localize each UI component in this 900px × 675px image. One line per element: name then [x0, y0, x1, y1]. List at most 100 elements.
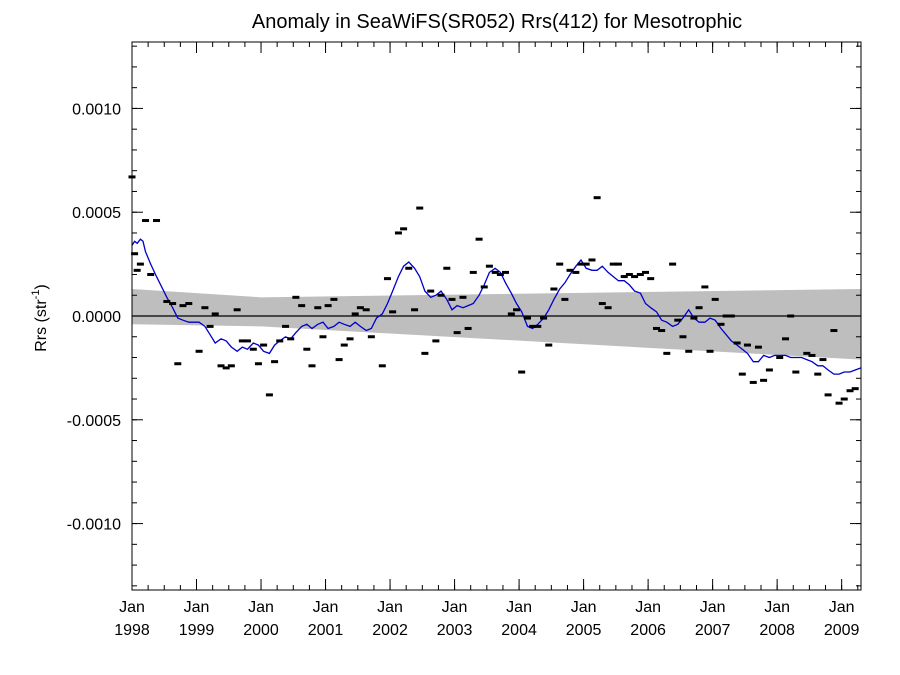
anomaly-point	[674, 318, 682, 322]
anomaly-point	[314, 306, 322, 310]
anomaly-point	[249, 347, 257, 351]
anomaly-point	[835, 401, 843, 405]
x-tick-year: 2003	[437, 622, 473, 639]
anomaly-point	[604, 306, 612, 310]
anomaly-point	[669, 262, 677, 266]
anomaly-point	[642, 270, 650, 274]
anomaly-point	[480, 285, 488, 289]
anomaly-point	[808, 353, 816, 357]
anomaly-point	[282, 324, 290, 328]
anomaly-point	[776, 356, 784, 360]
anomaly-point	[507, 312, 515, 316]
anomaly-point	[432, 339, 440, 343]
anomaly-point	[830, 329, 838, 333]
anomaly-point	[254, 362, 262, 366]
anomaly-point	[685, 349, 693, 353]
x-tick-year: 2007	[695, 622, 731, 639]
anomaly-point	[609, 262, 617, 266]
anomaly-point	[227, 364, 235, 368]
anomaly-point	[819, 358, 827, 362]
anomaly-point	[340, 343, 348, 347]
anomaly-point	[367, 335, 375, 339]
anomaly-point	[195, 349, 203, 353]
running-mean-line	[131, 238, 862, 375]
anomaly-point	[614, 262, 622, 266]
anomaly-point	[427, 289, 435, 293]
x-tick-year: 2009	[824, 622, 860, 639]
anomaly-point	[550, 287, 558, 291]
anomaly-point	[416, 206, 424, 210]
anomaly-point	[346, 337, 354, 341]
anomaly-point	[733, 341, 741, 345]
anomaly-point	[308, 364, 316, 368]
x-tick-year: 1999	[179, 622, 215, 639]
anomaly-point	[787, 314, 795, 318]
anomaly-point	[760, 378, 768, 382]
anomaly-points-layer	[128, 175, 859, 405]
anomaly-point	[319, 335, 327, 339]
x-tick-year: 2004	[501, 622, 537, 639]
anomaly-point	[738, 372, 746, 376]
anomaly-point	[335, 358, 343, 362]
anomaly-point	[265, 393, 273, 397]
anomaly-point	[529, 324, 537, 328]
anomaly-point	[179, 304, 187, 308]
anomaly-point	[185, 302, 193, 306]
anomaly-point	[394, 231, 402, 235]
anomaly-point	[561, 297, 569, 301]
x-tick-month: Jan	[313, 599, 339, 616]
x-tick-month: Jan	[119, 599, 145, 616]
anomaly-point	[136, 262, 144, 266]
anomaly-point	[233, 308, 241, 312]
anomaly-point	[706, 349, 714, 353]
anomaly-point	[292, 295, 300, 299]
anomaly-point	[469, 270, 477, 274]
x-tick-month: Jan	[571, 599, 597, 616]
anomaly-point	[727, 314, 735, 318]
anomaly-point	[512, 308, 520, 312]
anomaly-point	[174, 362, 182, 366]
anomaly-point	[459, 295, 467, 299]
anomaly-point	[448, 297, 456, 301]
anomaly-point	[803, 351, 811, 355]
anomaly-point	[743, 343, 751, 347]
anomaly-point	[593, 196, 601, 200]
y-axis-label-close: )	[33, 284, 50, 289]
anomaly-point	[411, 308, 419, 312]
anomaly-point	[217, 364, 225, 368]
anomaly-point	[502, 270, 510, 274]
anomaly-point	[496, 272, 504, 276]
anomaly-point	[690, 316, 698, 320]
anomaly-point	[421, 351, 429, 355]
anomaly-point	[389, 310, 397, 314]
anomaly-point	[663, 351, 671, 355]
anomaly-point	[782, 337, 790, 341]
x-tick-year: 2005	[566, 622, 602, 639]
anomaly-point	[582, 262, 590, 266]
x-tick-year: 2006	[630, 622, 666, 639]
anomaly-point	[792, 370, 800, 374]
anomaly-point	[169, 302, 177, 306]
anomaly-point	[324, 304, 332, 308]
x-tick-year: 1998	[114, 622, 150, 639]
anomaly-point	[679, 335, 687, 339]
anomaly-point	[846, 389, 854, 393]
x-tick-labels: Jan 1998 Jan 1999 Jan 2000 Jan 2001 Jan 2002 Jan 20…	[114, 599, 859, 639]
anomaly-point	[625, 272, 633, 276]
x-tick-month: Jan	[442, 599, 468, 616]
anomaly-point	[464, 326, 472, 330]
anomaly-point	[765, 368, 773, 372]
anomaly-point	[647, 277, 655, 281]
anomaly-point	[147, 272, 155, 276]
uncertainty-band	[132, 289, 861, 360]
anomaly-point	[636, 272, 644, 276]
anomaly-point	[222, 366, 230, 370]
y-tick-label: 0.0000	[72, 309, 121, 326]
anomaly-point	[133, 268, 141, 272]
anomaly-point	[754, 345, 762, 349]
anomaly-point	[142, 219, 150, 223]
anomaly-point	[400, 227, 408, 231]
anomaly-point	[518, 370, 526, 374]
anomaly-point	[453, 331, 461, 335]
